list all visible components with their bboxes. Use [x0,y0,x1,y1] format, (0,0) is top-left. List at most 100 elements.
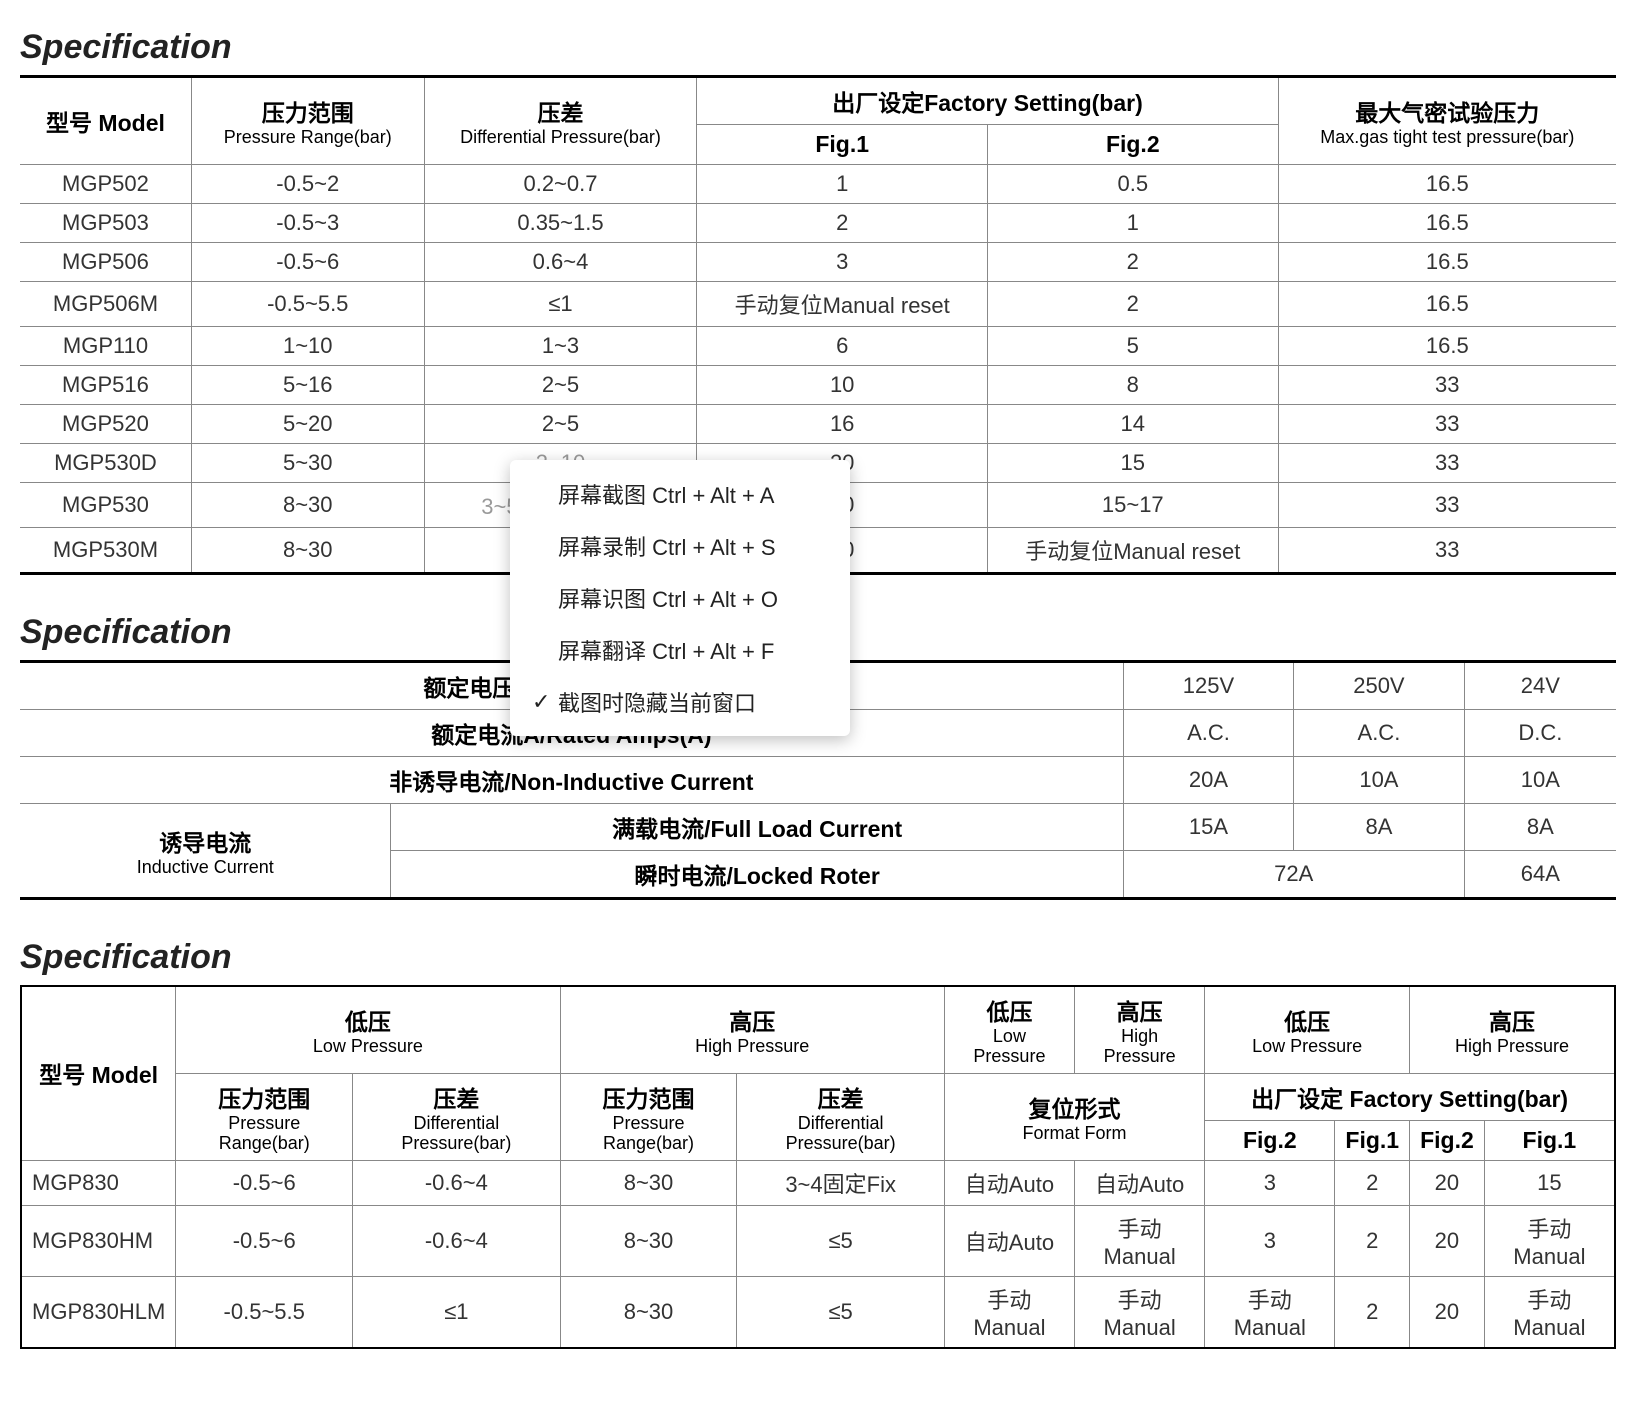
cell-model: MGP506 [20,243,191,282]
cell-model: MGP503 [20,204,191,243]
col-lp-fig2: Fig.2 [1205,1120,1335,1160]
cell: D.C. [1464,710,1616,757]
cell-diff: ≤1 [424,282,697,327]
col-fig2: Fig.2 [987,125,1278,165]
cell-hp_fig2: 20 [1410,1160,1485,1205]
cell-max: 33 [1278,405,1616,444]
cell: 8A [1464,804,1616,851]
sublabel: Low Pressure [955,1027,1064,1067]
context-menu[interactable]: 屏幕截图 Ctrl + Alt + A 屏幕录制 Ctrl + Alt + S 屏幕… [510,460,850,736]
col-low-pressure-3: 低压 Low Pressure [1205,986,1410,1073]
cell-hp_diff: ≤5 [737,1205,944,1276]
col-format-form: 复位形式 Format Form [944,1073,1204,1160]
cell-lp_fig1: 2 [1335,1276,1410,1348]
cell-max: 16.5 [1278,282,1616,327]
cell-model: MGP516 [20,366,191,405]
context-menu-item[interactable]: 屏幕识图 Ctrl + Alt + O [510,572,850,624]
col-pressure-range: 压力范围 Pressure Range(bar) [191,78,424,165]
cell-fig1: 2 [697,204,988,243]
cell-fig2: 15~17 [987,483,1278,528]
cell-diff: 2~5 [424,366,697,405]
label: 压差 [537,100,583,126]
cell-diff: 0.35~1.5 [424,204,697,243]
col-lp-fig1: Fig.1 [1335,1120,1410,1160]
cell: 64A [1464,851,1616,899]
context-menu-item[interactable]: ✓截图时隐藏当前窗口 [510,676,850,728]
cell-fig2: 5 [987,327,1278,366]
col-low-pressure: 低压 Low Pressure [176,986,560,1073]
col-hp-diff: 压差 Differential Pressure(bar) [737,1073,944,1160]
context-menu-label: 屏幕截图 Ctrl + Alt + A [558,478,774,510]
cell-lp_range: -0.5~5.5 [176,1276,353,1348]
cell-model: MGP530 [20,483,191,528]
cell-range: 1~10 [191,327,424,366]
cell-hp_fig2: 20 [1410,1276,1485,1348]
context-menu-label: 截图时隐藏当前窗口 [558,686,756,718]
label: 诱导电流 [159,830,251,856]
sublabel: Factory Setting(bar) [924,90,1143,116]
context-menu-label: 屏幕识图 Ctrl + Alt + O [558,582,778,614]
table-row: MGP506M-0.5~5.5≤1手动复位Manual reset216.5 [20,282,1616,327]
sublabel: Pressure Range(bar) [186,1114,342,1154]
check-icon: ✓ [532,689,558,715]
table-row: MGP506-0.5~60.6~43216.5 [20,243,1616,282]
col-hp-range: 压力范围 Pressure Range(bar) [560,1073,737,1160]
col-high-pressure: 高压 High Pressure [560,986,944,1073]
cell: 10A [1294,757,1464,804]
cell-fig2: 15 [987,444,1278,483]
spec-table-3: 型号 Model 低压 Low Pressure 高压 High Pressur… [20,985,1616,1349]
cell-max: 16.5 [1278,243,1616,282]
cell-fig2: 手动复位Manual reset [987,528,1278,574]
section-title-1: Specification [20,20,1616,78]
label: 压力范围 [262,100,354,126]
cell-hp_form: 手动Manual [1075,1205,1205,1276]
col-low-pressure-2: 低压 Low Pressure [944,986,1074,1073]
label: 压差 [433,1086,479,1112]
cell: 20A [1123,757,1293,804]
cell-model: MGP530M [20,528,191,574]
cell-max: 33 [1278,483,1616,528]
label: 高压 [1489,1009,1535,1035]
cell-range: 5~20 [191,405,424,444]
section-title-3: Specification [20,930,1616,985]
cell-hp_fig2: 20 [1410,1205,1485,1276]
label: 低压 [1284,1009,1330,1035]
label: 低压 [986,999,1032,1025]
context-menu-item[interactable]: 屏幕录制 Ctrl + Alt + S [510,520,850,572]
table-row: MGP1101~101~36516.5 [20,327,1616,366]
cell-range: -0.5~2 [191,165,424,204]
cell-lp_diff: -0.6~4 [353,1160,560,1205]
cell: 10A [1464,757,1616,804]
cell-max: 16.5 [1278,204,1616,243]
cell-model: MGP830HLM [21,1276,176,1348]
cell-fig1: 1 [697,165,988,204]
cell-lp_form: 自动Auto [944,1160,1074,1205]
cell-max: 33 [1278,444,1616,483]
cell-max: 16.5 [1278,327,1616,366]
label: 压力范围 [603,1086,695,1112]
context-menu-item[interactable]: 屏幕翻译 Ctrl + Alt + F [510,624,850,676]
label: 压力范围 [218,1086,310,1112]
col-factory-setting: 出厂设定Factory Setting(bar) [697,78,1278,125]
cell-fig1: 16 [697,405,988,444]
sublabel: Low Pressure [186,1037,549,1057]
sublabel: High Pressure [571,1037,934,1057]
cell-fig2: 14 [987,405,1278,444]
cell-fig2: 8 [987,366,1278,405]
cell-fig1: 6 [697,327,988,366]
label: 高压 [1117,999,1163,1025]
cell-fig1: 10 [697,366,988,405]
label: 最大气密试验压力 [1355,100,1539,126]
cell: 24V [1464,663,1616,710]
context-menu-item[interactable]: 屏幕截图 Ctrl + Alt + A [510,468,850,520]
table-row: MGP502-0.5~20.2~0.710.516.5 [20,165,1616,204]
sublabel: Pressure Range(bar) [571,1114,727,1154]
col-model: 型号 Model [20,78,191,165]
cell-model: MGP110 [20,327,191,366]
cell-fig2: 2 [987,282,1278,327]
cell-lp_diff: -0.6~4 [353,1205,560,1276]
cell-model: MGP830HM [21,1205,176,1276]
cell-range: 8~30 [191,528,424,574]
cell-model: MGP520 [20,405,191,444]
row-inductive: 诱导电流 Inductive Current [20,804,391,899]
